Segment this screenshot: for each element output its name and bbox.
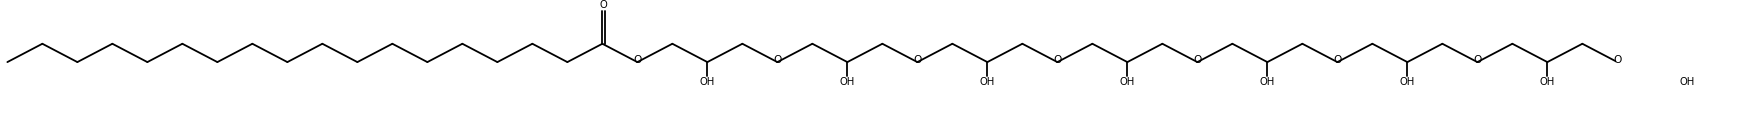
Text: OH: OH xyxy=(700,77,716,87)
Text: O: O xyxy=(1333,55,1342,65)
Text: O: O xyxy=(1473,55,1482,65)
Text: OH: OH xyxy=(840,77,854,87)
Text: O: O xyxy=(774,55,782,65)
Text: OH: OH xyxy=(980,77,995,87)
Text: OH: OH xyxy=(1400,77,1415,87)
Text: O: O xyxy=(1052,55,1061,65)
Text: OH: OH xyxy=(1119,77,1135,87)
Text: O: O xyxy=(1193,55,1201,65)
Text: O: O xyxy=(633,55,642,65)
Text: OH: OH xyxy=(1680,77,1694,87)
Text: OH: OH xyxy=(1540,77,1556,87)
Text: O: O xyxy=(1614,55,1621,65)
Text: O: O xyxy=(600,0,607,10)
Text: OH: OH xyxy=(1259,77,1275,87)
Text: O: O xyxy=(914,55,921,65)
